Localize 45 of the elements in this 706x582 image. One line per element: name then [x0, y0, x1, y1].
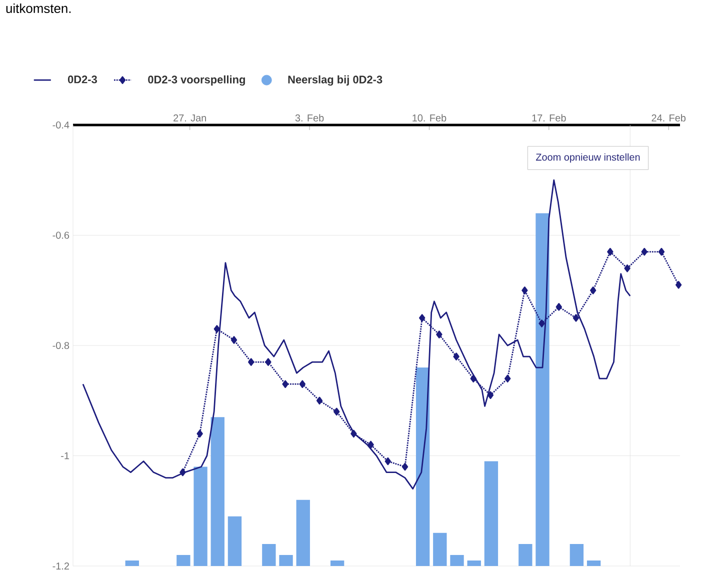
x-tick-label: 24. Feb [652, 114, 686, 122]
point [590, 286, 596, 294]
y-tick-label: -0.4 [52, 121, 70, 129]
point [675, 280, 682, 289]
point [572, 314, 580, 322]
y-tick-label: -0.6 [52, 232, 70, 239]
point [350, 430, 357, 438]
point [453, 352, 460, 360]
point [470, 374, 476, 382]
x-tick-label: 10. Feb [412, 114, 446, 122]
point [384, 457, 391, 466]
y-tick-label: -0.8 [52, 342, 70, 350]
point [214, 325, 220, 333]
x-tick-label: 27. Jan [174, 114, 206, 122]
point [624, 264, 630, 272]
point [402, 462, 408, 471]
point [658, 248, 665, 256]
point [196, 430, 203, 438]
point [556, 303, 562, 311]
point [316, 396, 323, 405]
y-tick-label: -1 [61, 452, 70, 460]
legend-label: Neerslag bij 0D2-3 [288, 75, 382, 86]
legend-label: 0D2-3 voorspelling [148, 75, 245, 86]
point [436, 330, 442, 338]
point [538, 320, 545, 328]
point [641, 248, 648, 256]
point [504, 374, 511, 382]
legend-label: 0D2-3 [68, 76, 97, 84]
annotation: Zoom opnieuw instellen [536, 153, 640, 163]
point [230, 336, 238, 344]
point [299, 380, 306, 388]
point [265, 358, 272, 366]
point [282, 380, 288, 388]
point [522, 286, 528, 294]
point [419, 314, 426, 322]
point [180, 468, 186, 476]
point [487, 391, 494, 399]
point [368, 440, 374, 449]
x-tick-label: 17. Feb [532, 114, 566, 122]
y-tick-label: -1.2 [52, 562, 69, 570]
point [607, 248, 614, 256]
point [334, 408, 340, 416]
x-tick-label: 3. Feb [295, 114, 324, 122]
text: uitkomsten. [6, 4, 71, 14]
point [248, 358, 254, 366]
